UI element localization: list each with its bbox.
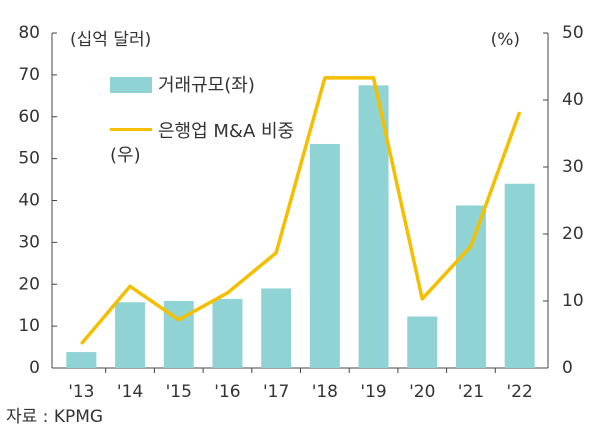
y-tick-label: 40 [18, 191, 40, 211]
y2-tick-label: 0 [562, 358, 573, 378]
bar [115, 302, 146, 368]
y2-axis-label: (%) [491, 30, 520, 50]
legend-swatch [110, 77, 152, 93]
y-tick-label: 80 [18, 23, 40, 43]
bar [358, 85, 389, 368]
bar [212, 298, 243, 368]
legend-label: 거래규모(좌) [158, 75, 255, 96]
x-tick-label: '15 [166, 382, 192, 402]
x-tick-label: '16 [214, 382, 240, 402]
x-tick-label: '14 [117, 382, 143, 402]
legend-item: 거래규모(좌) [110, 74, 255, 98]
y2-tick-label: 20 [562, 224, 584, 244]
bar [309, 143, 340, 368]
bar [407, 316, 438, 368]
x-tick-label: '17 [263, 382, 289, 402]
y-tick-label: 10 [18, 316, 40, 336]
x-tick-label: '18 [312, 382, 338, 402]
bar [504, 183, 535, 368]
source: 자료 : KPMG [6, 407, 103, 427]
x-tick-label: '21 [458, 382, 484, 402]
y-tick-label: 60 [18, 107, 40, 127]
y2-tick-label: 50 [562, 23, 584, 43]
bar [455, 205, 486, 368]
x-tick-label: '22 [506, 382, 532, 402]
bar [66, 352, 97, 368]
legend-label: 은행업 M&A 비중(우) [110, 121, 295, 166]
x-tick-label: '19 [360, 382, 386, 402]
legend-item: 은행업 M&A 비중(우) [110, 120, 300, 168]
x-tick-label: '13 [68, 382, 94, 402]
x-tick-label: '20 [409, 382, 435, 402]
y-tick-label: 20 [18, 274, 40, 294]
y2-tick-label: 30 [562, 157, 584, 177]
y-axis-label: (십억 달러) [70, 30, 151, 50]
y2-tick-label: 10 [562, 291, 584, 311]
y-tick-label: 70 [18, 65, 40, 85]
y-tick-label: 0 [29, 358, 40, 378]
y2-tick-label: 40 [562, 90, 584, 110]
y-tick-label: 50 [18, 149, 40, 169]
line [80, 76, 522, 346]
y-tick-label: 30 [18, 232, 40, 252]
legend-swatch [110, 128, 152, 131]
bar [261, 288, 292, 368]
